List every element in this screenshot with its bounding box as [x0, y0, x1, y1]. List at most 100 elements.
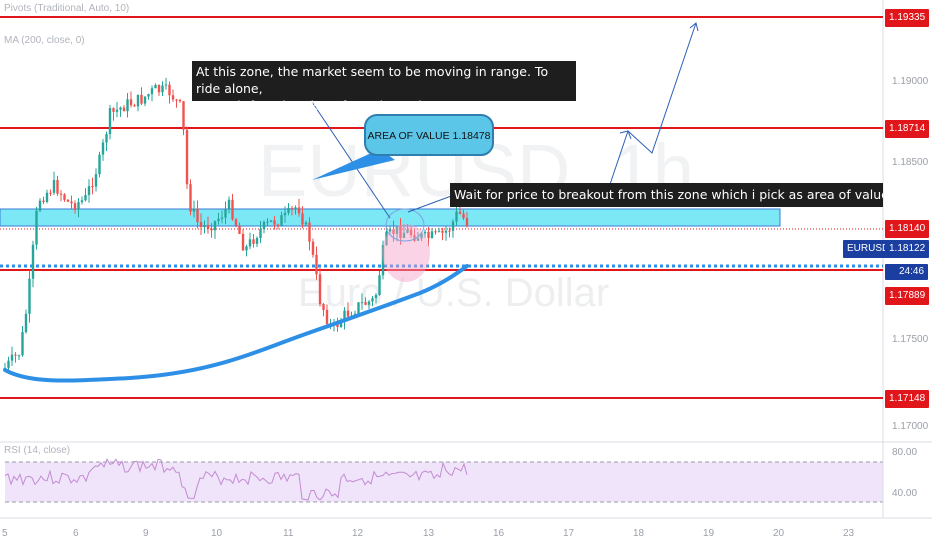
candle-body: [451, 221, 455, 231]
breakout-note-text: Wait for price to breakout from this zon…: [454, 187, 883, 202]
candle-body: [94, 174, 98, 187]
price-tag-top: 1.19335: [885, 9, 930, 27]
candle-body: [287, 207, 290, 213]
candlestick-series: [3, 77, 469, 373]
last-price-tag: 1.18122: [885, 240, 930, 258]
candle-body: [164, 84, 168, 86]
candle-body: [273, 220, 276, 225]
candle-body: [136, 94, 140, 107]
candle-body: [129, 99, 133, 106]
candle-body: [196, 208, 199, 223]
projection-arrowhead-mid: [619, 130, 632, 140]
candle-body: [140, 94, 143, 104]
candle-body: [371, 298, 374, 302]
candle-body: [413, 235, 416, 241]
area-of-value-callout[interactable]: [364, 114, 494, 156]
candle-body: [175, 99, 178, 101]
candle-body: [126, 99, 129, 112]
candle-body: [108, 108, 112, 135]
candle-body: [112, 108, 115, 112]
candle-body: [87, 186, 91, 195]
candle-body: [416, 238, 420, 241]
price-tick: 1.18500: [892, 157, 929, 168]
candle-body: [45, 192, 49, 202]
candle-body: [122, 107, 126, 112]
candle-body: [227, 199, 231, 210]
price-tag-zone: 1.18140: [885, 220, 930, 238]
candle-body: [318, 274, 322, 305]
time-label: 16: [493, 528, 505, 539]
candle-body: [381, 245, 385, 276]
candle-body: [192, 208, 196, 212]
breakout-circle[interactable]: [385, 208, 425, 242]
rsi-indicator-label[interactable]: RSI (14, close): [4, 445, 71, 456]
candle-body: [406, 229, 409, 233]
time-label: 18: [633, 528, 645, 539]
candle-body: [248, 239, 252, 247]
price-tag-resistance: 1.18714: [885, 120, 930, 138]
candle-body: [409, 229, 413, 236]
note-connector-1: [311, 101, 391, 219]
candle-body: [360, 302, 364, 304]
candle-body: [402, 232, 406, 239]
candle-body: [49, 192, 52, 194]
time-label: 6: [73, 528, 79, 539]
highlight-ellipse[interactable]: [382, 224, 430, 282]
candle-body: [241, 233, 245, 251]
time-label: 11: [283, 528, 294, 539]
candle-body: [224, 209, 227, 218]
pivots-indicator-label[interactable]: Pivots (Traditional, Auto, 10): [4, 3, 130, 14]
candle-body: [59, 193, 63, 195]
ma-indicator-label[interactable]: MA (200, close, 0): [4, 35, 85, 46]
candle-body: [7, 360, 10, 368]
breakout-note[interactable]: Wait for price to breakout from this zon…: [450, 183, 883, 207]
candle-body: [56, 179, 59, 194]
countdown-tag: 24:46: [885, 264, 929, 280]
time-label: 12: [352, 528, 364, 539]
price-tick: 1.17000: [892, 421, 929, 432]
projection-arrowhead: [689, 22, 699, 32]
candle-body: [420, 233, 423, 239]
time-label: 17: [563, 528, 575, 539]
candle-body: [199, 222, 203, 228]
candle-body: [465, 218, 469, 226]
candle-body: [101, 142, 105, 155]
range-note-line-2: We wait for a breakout from the resistan…: [196, 98, 566, 130]
rsi-line: [4, 458, 468, 501]
candle-body: [458, 211, 462, 214]
candle-body: [203, 225, 206, 228]
note-connector-2: [407, 194, 455, 213]
candle-body: [367, 301, 371, 305]
candle-body: [444, 230, 448, 233]
ma-200-line[interactable]: [3, 264, 469, 383]
candle-body: [147, 94, 150, 97]
candle-body: [171, 95, 175, 100]
candle-body: [269, 220, 273, 222]
candle-body: [234, 219, 238, 226]
candle-body: [31, 244, 35, 279]
candle-body: [245, 246, 248, 251]
candle-body: [297, 207, 301, 214]
candle-body: [154, 84, 157, 89]
callout-arrow: [312, 149, 395, 180]
time-label: 10: [211, 528, 223, 539]
candle-body: [399, 225, 402, 239]
time-label: 19: [703, 528, 715, 539]
candle-body: [280, 215, 283, 226]
candle-body: [423, 231, 427, 234]
candle-body: [441, 230, 444, 233]
range-note[interactable]: At this zone, the market seem to be movi…: [192, 61, 576, 130]
candle-body: [290, 207, 294, 209]
candle-body: [91, 186, 94, 188]
candle-body: [119, 107, 122, 110]
candle-body: [189, 184, 192, 212]
candle-body: [178, 99, 182, 102]
candle-body: [35, 210, 38, 245]
rsi-tick: 40.00: [892, 488, 918, 499]
candle-body: [66, 199, 70, 202]
candle-body: [70, 201, 73, 204]
area-of-value-label: AREA OF VALUE 1.18478: [368, 130, 491, 142]
time-label: 23: [843, 528, 855, 539]
